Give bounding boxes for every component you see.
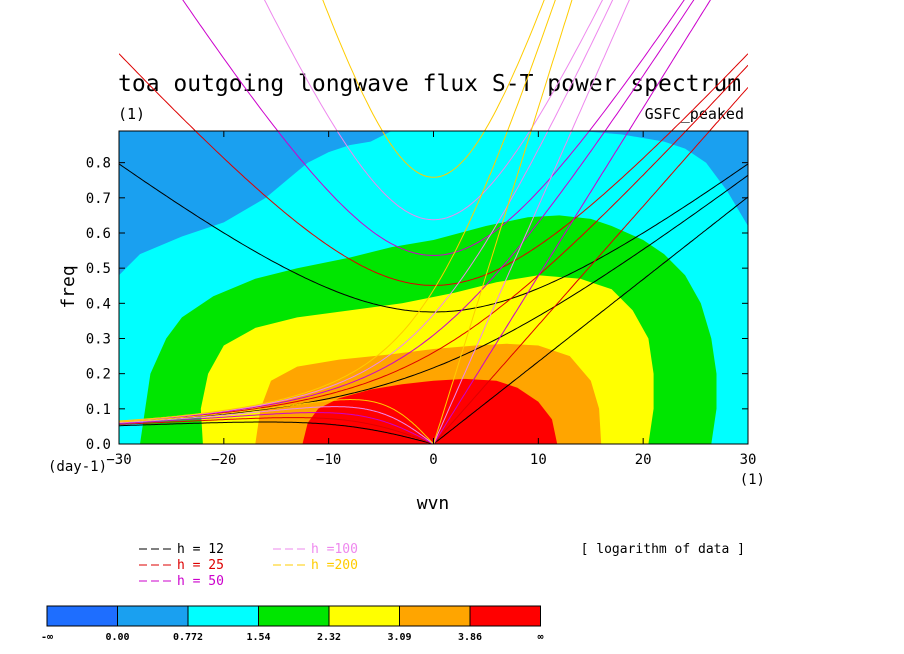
x-tick-label: 30	[740, 452, 757, 468]
dispersion-mrg-1	[119, 64, 748, 423]
dispersion-er1-2	[119, 412, 434, 444]
dispersion-er1-1	[119, 417, 434, 444]
colorbar-swatch	[469, 605, 541, 627]
y-tick-label: 0.8	[86, 156, 111, 172]
x-axis-ticks: −30 −20 −10 0 10 20 30	[106, 131, 756, 468]
dispersion-mrg-2	[119, 0, 695, 422]
dispersion-ig1-4	[322, 0, 545, 178]
colorbar-swatch	[399, 605, 471, 627]
colorbar-label: 3.86	[458, 632, 482, 643]
y-tick-label: 0.6	[86, 226, 111, 242]
colorbar-label: -∞	[41, 632, 53, 643]
y-tick-label: 0.7	[86, 191, 111, 207]
x-axis-label: wvn	[417, 493, 450, 514]
chart-subtitle-right: GSFC_peaked	[645, 105, 744, 123]
colorbar-label: 1.54	[246, 632, 270, 643]
dispersion-ig1-1	[119, 53, 748, 286]
legend-label: h = 50	[177, 574, 224, 589]
dispersion-kelvin-3	[433, 0, 630, 444]
y-unit-label: (day-1)	[48, 459, 107, 475]
colorbar-swatch	[46, 605, 118, 627]
colorbar-swatch	[328, 605, 400, 627]
y-tick-label: 0.1	[86, 402, 111, 418]
x-tick-label: −10	[316, 452, 341, 468]
y-axis-ticks: 0.0 0.1 0.2 0.3 0.4 0.5 0.6 0.7 0.8	[86, 156, 748, 453]
y-tick-label: 0.4	[86, 296, 111, 312]
chart-subtitle-left: (1)	[118, 105, 145, 123]
x-tick-label: 0	[429, 452, 437, 468]
x-tick-label: −30	[106, 452, 131, 468]
colorbar: -∞ 0.00 0.772 1.54 2.32 3.09 3.86 ∞	[41, 605, 544, 643]
dispersion-curve-layer	[119, 0, 748, 444]
colorbar-label: 2.32	[317, 632, 341, 643]
colorbar-swatch	[117, 605, 189, 627]
y-tick-label: 0.5	[86, 261, 111, 277]
colorbar-swatch	[258, 605, 330, 627]
dispersion-kelvin-1	[433, 87, 748, 444]
colorbar-label: 3.09	[387, 632, 411, 643]
x-tick-label: −20	[211, 452, 236, 468]
dispersion-mrg-4	[119, 0, 556, 422]
data-note: [ logarithm of data ]	[581, 542, 745, 557]
dispersion-ig1-0	[119, 163, 748, 313]
dispersion-er1-3	[119, 406, 434, 444]
legend-label: h =100	[311, 542, 358, 557]
chart-title: toa outgoing longwave flux S-T power spe…	[118, 71, 741, 97]
dispersion-ig1-3	[263, 0, 604, 221]
legend-label: h =200	[311, 558, 358, 573]
dispersion-kelvin-0	[433, 196, 748, 444]
dispersion-kelvin-2	[433, 0, 711, 444]
contour-band-red	[302, 378, 558, 444]
colorbar-label: 0.00	[105, 632, 129, 643]
dispersion-kelvin-4	[433, 0, 573, 444]
colorbar-label: ∞	[537, 632, 543, 643]
dispersion-er1-4	[119, 399, 434, 444]
colorbar-swatch	[187, 605, 259, 627]
contour-fill-layer	[119, 131, 748, 444]
y-axis-label: freq	[58, 265, 79, 308]
dispersion-er1-0	[119, 421, 434, 444]
y-tick-label: 0.0	[86, 437, 111, 453]
x-tick-label: 20	[635, 452, 652, 468]
colorbar-label: 0.772	[173, 632, 203, 643]
dispersion-mrg-0	[119, 174, 748, 423]
y-tick-label: 0.3	[86, 331, 111, 347]
legend-label: h = 12	[177, 542, 224, 557]
dispersion-ig1-2	[182, 0, 685, 256]
dispersion-mrg-3	[119, 0, 614, 422]
x-tick-label: 10	[530, 452, 547, 468]
x-unit-label: (1)	[740, 472, 765, 488]
y-tick-label: 0.2	[86, 367, 111, 383]
legend-label: h = 25	[177, 558, 224, 573]
